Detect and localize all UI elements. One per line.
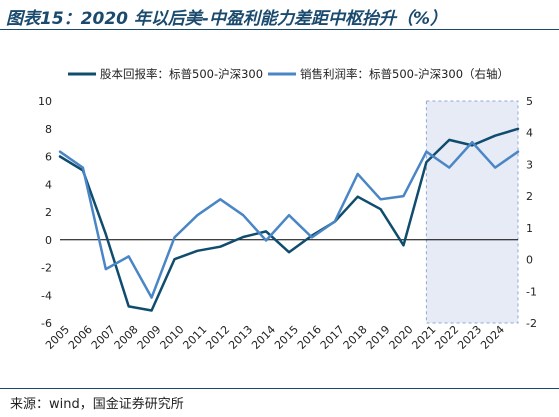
x-axis-tick-label: 2021 [409,323,438,352]
x-axis-tick-label: 2013 [226,323,255,352]
right-axis-tick-label: -1 [526,285,537,298]
x-axis-tick-label: 2010 [158,323,187,352]
left-axis-tick-label: 10 [38,95,52,108]
x-axis-tick-label: 2016 [295,323,324,352]
title-rule [0,29,559,30]
right-axis-tick-label: 3 [526,158,533,171]
chart-title: 图表15：2020 年以后美-中盈利能力差距中枢抬升（%） [6,9,447,29]
right-axis-tick-label: 4 [526,127,533,140]
right-axis-tick-label: 1 [526,222,533,235]
x-axis-tick-label: 2018 [341,323,370,352]
left-axis-tick-label: -2 [41,262,52,275]
x-axis-tick-label: 2006 [66,323,95,352]
x-axis-tick-label: 2011 [180,323,209,352]
x-axis-tick-label: 2014 [249,323,278,352]
x-axis-tick-label: 2020 [387,323,416,352]
left-axis-tick-label: -6 [41,317,52,330]
x-axis-tick-label: 2024 [478,323,507,352]
line-chart: 股本回报率：标普500-沪深300 销售利润率：标普500-沪深300（右轴） … [38,67,537,352]
legend: 股本回报率：标普500-沪深300 销售利润率：标普500-沪深300（右轴） [68,67,509,81]
right-axis-tick-label: 5 [526,95,533,108]
legend-label-margin: 销售利润率：标普500-沪深300（右轴） [300,67,509,81]
shaded-region-border [425,100,519,324]
x-axis-tick-label: 2009 [135,323,164,352]
series-line-roe [58,127,520,312]
x-axis-tick-label: 2012 [203,323,232,352]
source-rule [0,388,559,389]
left-axis-tick-label: 0 [45,234,52,247]
plot-area: -6-4-20246810-2-101234520052006200720082… [38,95,537,352]
x-axis-tick-label: 2007 [89,323,118,352]
right-axis-tick-label: 2 [526,190,533,203]
series-line-margin [58,140,520,299]
source-note: 来源：wind，国金证券研究所 [10,397,184,412]
left-axis-tick-label: 6 [45,151,52,164]
shaded-region [426,101,518,323]
x-axis-tick-label: 2019 [364,323,393,352]
right-axis-tick-label: -2 [526,317,537,330]
left-axis-tick-label: 8 [45,123,52,136]
x-axis-tick-label: 2022 [432,323,461,352]
left-axis-tick-label: -4 [41,289,52,302]
x-axis-tick-label: 2017 [318,323,347,352]
left-axis-tick-label: 2 [45,206,52,219]
right-axis-tick-label: 0 [526,254,533,267]
x-axis-tick-label: 2023 [455,323,484,352]
x-axis-tick-label: 2008 [112,323,141,352]
left-axis-tick-label: 4 [45,178,52,191]
legend-label-roe: 股本回报率：标普500-沪深300 [100,67,263,81]
x-axis-tick-label: 2015 [272,323,301,352]
